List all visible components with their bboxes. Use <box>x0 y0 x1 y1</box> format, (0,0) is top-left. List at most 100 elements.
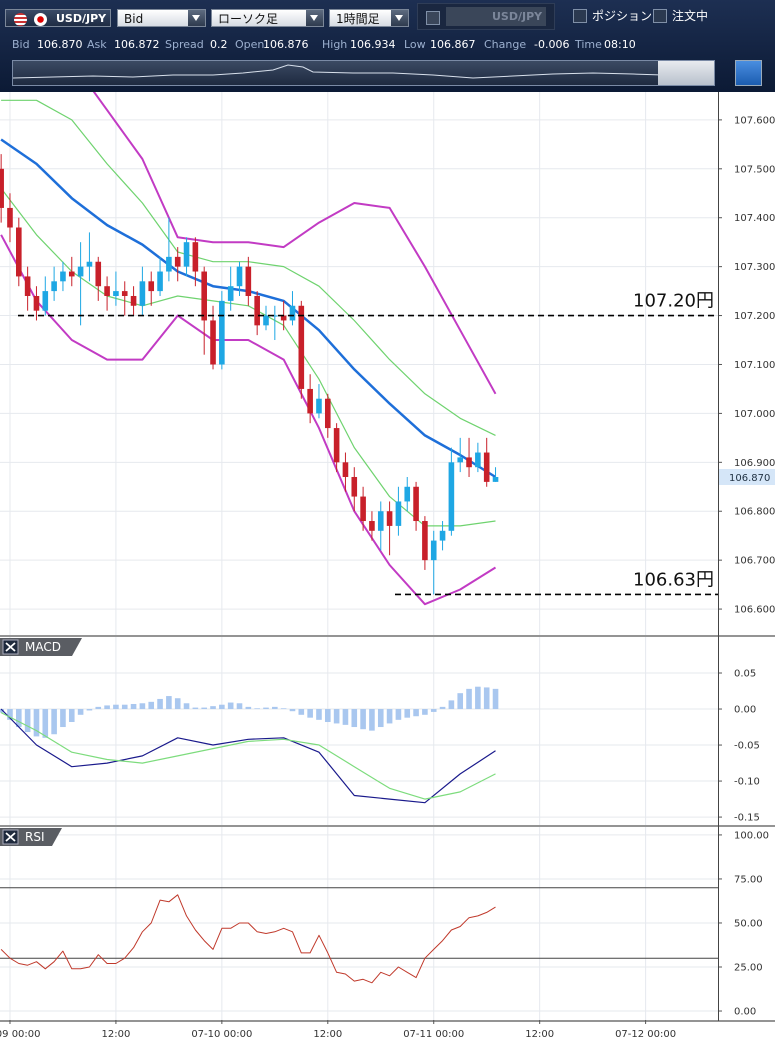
navigator-line <box>13 64 714 79</box>
close-x <box>5 832 16 842</box>
candle-body <box>448 462 455 531</box>
candle-body <box>148 281 155 292</box>
y-tick-label: 50.00 <box>734 918 763 929</box>
histogram-bar <box>263 707 269 710</box>
checkbox[interactable] <box>573 9 587 23</box>
candle-body <box>33 295 40 311</box>
panel-background <box>0 637 718 825</box>
chart-type-select[interactable]: ローソク足 <box>211 9 324 27</box>
compare-box: USD/JPY <box>417 3 555 30</box>
dropdown-arrow <box>306 10 323 26</box>
quote-value: 106.872 <box>114 38 160 51</box>
quote-value: 106.870 <box>37 38 83 51</box>
candle-body <box>298 305 305 389</box>
histogram-bar <box>254 708 260 710</box>
x-tick-label: 07-10 00:00 <box>191 1029 252 1040</box>
y-tick-label: -0.10 <box>734 777 760 788</box>
histogram-bar <box>130 703 137 710</box>
y-tick-label: -0.15 <box>734 813 760 824</box>
candle-body <box>316 398 322 414</box>
y-tick-label: 106.700 <box>734 556 775 567</box>
histogram-bar <box>342 709 349 725</box>
line <box>0 234 497 606</box>
histogram-bar <box>457 693 464 710</box>
x-tick-label: 12:00 <box>313 1029 342 1040</box>
navigator[interactable] <box>12 60 715 86</box>
candle-body <box>219 300 225 365</box>
histogram-bar <box>42 709 49 738</box>
histogram-bar <box>157 698 163 710</box>
dropdown-arrow <box>188 10 205 26</box>
histogram-bar <box>174 698 181 710</box>
line <box>0 894 496 984</box>
histogram-bar <box>148 701 155 710</box>
histogram-bar <box>16 709 22 728</box>
candle-body <box>77 266 84 277</box>
candle-body <box>395 501 402 526</box>
candle-body <box>254 295 260 326</box>
x-tick-label: 12:00 <box>525 1029 554 1040</box>
candle-body <box>272 315 278 317</box>
histogram-bar <box>68 709 75 722</box>
candle-body <box>324 398 331 429</box>
symbol-select[interactable]: USD/JPY <box>5 9 111 27</box>
price-type-select[interactable]: Bid <box>117 9 206 27</box>
checkbox-label: 注文中 <box>672 9 709 23</box>
histogram-bar <box>7 709 13 720</box>
candle-body <box>404 486 411 502</box>
histogram-bar <box>475 686 481 710</box>
histogram-bar <box>404 709 411 718</box>
y-tick-label: 107.400 <box>734 213 775 224</box>
y-tick-label: 0.05 <box>734 669 756 680</box>
candle-body <box>466 457 472 468</box>
flag <box>34 13 47 26</box>
histogram-bar <box>113 704 119 710</box>
quote-label: Bid <box>12 38 30 51</box>
panel-background <box>0 827 718 1020</box>
price-line-label: 106.63円 <box>633 569 714 590</box>
candle-body <box>95 261 102 287</box>
candle-body <box>42 291 49 311</box>
histogram-bar <box>60 709 66 728</box>
y-tick-label: 107.100 <box>734 360 775 371</box>
expand-button[interactable] <box>735 60 762 86</box>
navigator-handle[interactable] <box>658 61 714 85</box>
candle-body <box>0 168 4 208</box>
quote-label: High <box>322 38 348 51</box>
timeframe-select[interactable]: 1時間足 <box>329 9 409 27</box>
timeframe: 1時間足 <box>336 12 380 26</box>
quote-value: 106.867 <box>430 38 476 51</box>
checkbox[interactable] <box>653 9 667 23</box>
candle-body <box>245 266 252 296</box>
checkbox[interactable] <box>426 11 440 25</box>
line <box>0 712 496 800</box>
candle-body <box>483 452 490 482</box>
candle-body <box>174 256 181 267</box>
candle-body <box>16 227 22 277</box>
plot-area <box>0 686 499 804</box>
histogram-bar <box>377 709 384 728</box>
histogram-bar <box>324 709 331 722</box>
x-tick-label: 07-09 00:00 <box>0 1029 41 1040</box>
x-tick-label: 12:00 <box>102 1029 131 1040</box>
candle-body <box>227 286 234 301</box>
y-tick-label: 100.00 <box>734 830 769 841</box>
candle-body <box>475 452 481 468</box>
candle-body <box>113 291 119 296</box>
candle-body <box>289 305 296 321</box>
candle-body <box>351 476 358 497</box>
toolbar: USD/JPY Bid ローソク足 1時間足 USD/JPY ポジション 注文中… <box>0 0 775 92</box>
histogram-bar <box>395 709 402 720</box>
histogram-bar <box>210 706 216 710</box>
candle-body <box>369 521 375 531</box>
candle-body <box>439 530 446 541</box>
dropdown-arrow <box>391 10 408 26</box>
candle-body <box>7 207 13 228</box>
price-type: Bid <box>124 12 144 26</box>
panel-title: MACD <box>25 640 61 654</box>
panel-tab <box>0 638 82 656</box>
quote-label: Open <box>235 38 265 51</box>
y-tick-label: 107.200 <box>734 311 775 322</box>
histogram-bar <box>33 709 40 737</box>
